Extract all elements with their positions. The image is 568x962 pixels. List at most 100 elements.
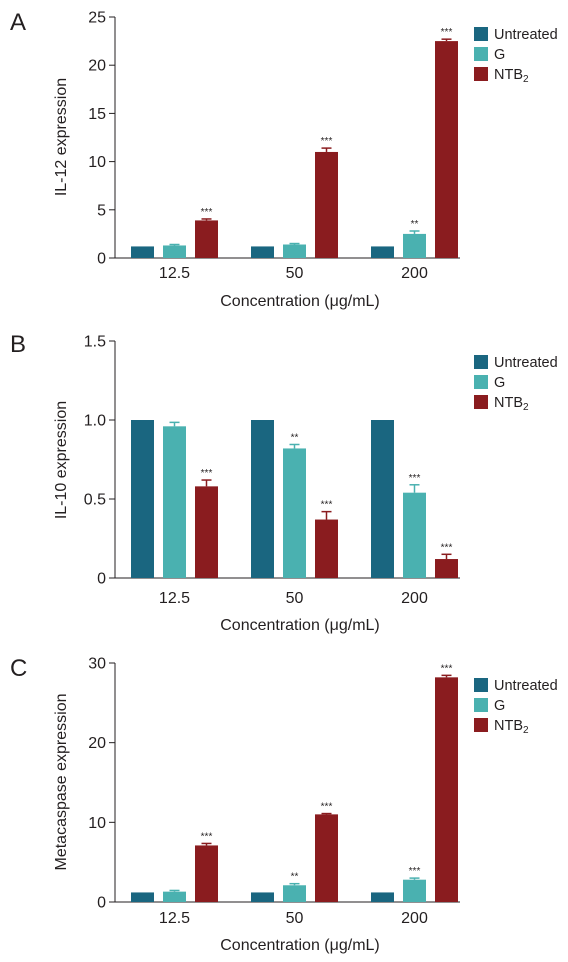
y-tick-label: 30 (88, 656, 106, 673)
x-tick-label: 200 (401, 265, 428, 282)
significance-label: *** (321, 802, 333, 813)
significance-label: *** (321, 136, 333, 147)
legend-swatch-ntb (474, 718, 488, 732)
y-tick-label: 0 (97, 571, 106, 588)
significance-label: *** (441, 542, 453, 553)
chart-panel-b: B00.51.01.5**************12.5 50 200Concen… (10, 331, 558, 634)
bar-ntb2-50 (315, 814, 338, 902)
x-tick-label: 12.5 (159, 910, 190, 927)
x-tick-label: 50 (286, 910, 304, 927)
bar-g-12.5 (163, 891, 186, 902)
bar-g-200 (403, 492, 426, 578)
y-axis-label: Metacaspase expression (53, 694, 70, 871)
bar-ntb2-12.5 (195, 220, 218, 258)
bar-untreated-50 (251, 892, 274, 902)
bar-ntb2-50 (315, 519, 338, 578)
bar-g-12.5 (163, 426, 186, 578)
x-tick-label: 50 (286, 590, 304, 607)
legend-label-untreated: Untreated (494, 355, 558, 371)
bar-g-50 (283, 448, 306, 578)
bar-ntb2-50 (315, 151, 338, 258)
bar-untreated-12.5 (131, 246, 154, 258)
significance-label: *** (321, 500, 333, 511)
y-tick-label: 10 (88, 815, 106, 832)
panel-letter: C (10, 655, 27, 682)
legend-label-untreated: Untreated (494, 27, 558, 43)
bar-g-50 (283, 244, 306, 258)
significance-label: *** (201, 468, 213, 479)
bar-g-200 (403, 233, 426, 258)
y-tick-label: 0.5 (84, 492, 106, 509)
legend-swatch-g (474, 47, 488, 61)
x-axis-label: Concentration (μg/mL) (220, 937, 380, 954)
bar-ntb2-200 (435, 41, 458, 258)
significance-label: ** (411, 219, 419, 230)
bar-untreated-12.5 (131, 420, 154, 578)
panel-letter: A (10, 9, 26, 36)
bar-untreated-50 (251, 420, 274, 578)
legend: Untreated G NTB2 (474, 678, 558, 736)
y-tick-label: 20 (88, 58, 106, 75)
x-tick-label: 12.5 (159, 265, 190, 282)
y-tick-label: 25 (88, 10, 106, 27)
y-tick-label: 15 (88, 106, 106, 123)
y-tick-label: 0 (97, 895, 106, 912)
significance-label: ** (291, 872, 299, 883)
legend-swatch-ntb (474, 67, 488, 81)
y-tick-label: 10 (88, 154, 106, 171)
legend-swatch-g (474, 698, 488, 712)
bar-g-50 (283, 885, 306, 902)
bar-ntb2-200 (435, 677, 458, 902)
legend-subscript: 2 (523, 402, 529, 413)
legend-swatch-untreated (474, 27, 488, 41)
y-axis-label: IL-10 expression (53, 401, 70, 519)
legend-label-g: G (494, 47, 505, 63)
bar-ntb2-200 (435, 559, 458, 578)
legend-subscript: 2 (523, 725, 529, 736)
x-tick-label: 12.5 (159, 590, 190, 607)
bar-untreated-50 (251, 246, 274, 258)
y-axis-label: IL-12 expression (53, 78, 70, 196)
bar-untreated-200 (371, 892, 394, 902)
significance-label: *** (201, 207, 213, 218)
significance-label: *** (201, 831, 213, 842)
legend-swatch-untreated (474, 678, 488, 692)
legend-label-untreated: Untreated (494, 678, 558, 694)
legend-subscript: 2 (523, 74, 529, 85)
x-tick-label: 50 (286, 265, 304, 282)
y-tick-label: 1.5 (84, 334, 106, 351)
legend-label-g: G (494, 375, 505, 391)
legend-swatch-untreated (474, 355, 488, 369)
bar-untreated-200 (371, 420, 394, 578)
legend-label-ntb: NTB2 (494, 67, 529, 85)
y-tick-label: 5 (97, 202, 106, 219)
legend: Untreated G NTB2 (474, 27, 558, 85)
legend-swatch-ntb (474, 395, 488, 409)
legend: Untreated G NTB2 (474, 355, 558, 413)
bar-untreated-200 (371, 246, 394, 258)
x-axis-label: Concentration (μg/mL) (220, 293, 380, 310)
x-axis-label: Concentration (μg/mL) (220, 617, 380, 634)
bar-ntb2-12.5 (195, 845, 218, 902)
legend-swatch-g (474, 375, 488, 389)
significance-label: *** (409, 866, 421, 877)
significance-label: *** (441, 27, 453, 38)
x-tick-label: 200 (401, 590, 428, 607)
legend-label-ntb: NTB2 (494, 718, 529, 736)
bar-g-200 (403, 879, 426, 902)
y-tick-label: 1.0 (84, 413, 106, 430)
bar-g-12.5 (163, 245, 186, 258)
bar-ntb2-12.5 (195, 486, 218, 578)
bar-untreated-12.5 (131, 892, 154, 902)
x-tick-label: 200 (401, 910, 428, 927)
legend-label-g: G (494, 698, 505, 714)
legend-label-ntb: NTB2 (494, 395, 529, 413)
y-tick-label: 20 (88, 735, 106, 752)
y-tick-label: 0 (97, 251, 106, 268)
significance-label: *** (409, 473, 421, 484)
panel-letter: B (10, 331, 26, 358)
significance-label: ** (291, 432, 299, 443)
